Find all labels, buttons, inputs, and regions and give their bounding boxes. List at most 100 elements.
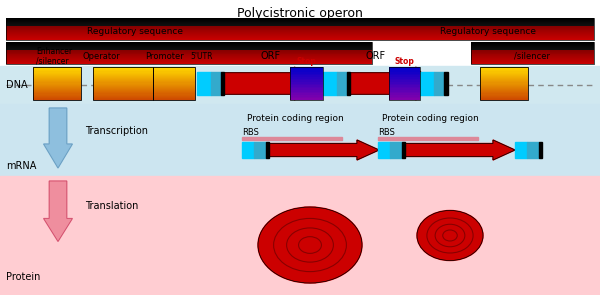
Bar — [480, 88, 528, 89]
Bar — [389, 94, 420, 95]
Bar — [6, 19, 594, 20]
Text: Transcription: Transcription — [85, 126, 148, 136]
Polygon shape — [44, 181, 73, 241]
Bar — [33, 87, 81, 88]
Bar — [480, 92, 528, 94]
Bar — [6, 47, 372, 48]
Bar — [390, 142, 402, 158]
Bar — [153, 67, 195, 68]
Bar — [290, 85, 323, 87]
Bar — [471, 57, 594, 58]
Bar — [6, 53, 372, 55]
Bar — [242, 137, 342, 140]
Bar — [153, 99, 195, 100]
Bar — [471, 44, 594, 45]
Bar — [6, 51, 372, 52]
Bar — [6, 62, 372, 63]
Bar — [33, 86, 81, 87]
Bar — [290, 82, 323, 83]
Bar — [153, 75, 195, 76]
Bar — [93, 97, 153, 98]
Bar — [6, 21, 594, 22]
Bar — [33, 78, 81, 79]
Bar — [6, 58, 372, 59]
Text: RBS: RBS — [378, 128, 395, 137]
Text: Stop: Stop — [296, 57, 317, 66]
Bar — [33, 67, 81, 100]
Bar — [153, 89, 195, 90]
Bar — [93, 82, 153, 83]
Bar — [93, 99, 153, 100]
Bar — [471, 50, 594, 51]
Bar — [6, 24, 594, 25]
Bar — [480, 67, 528, 68]
Bar — [290, 78, 323, 80]
Bar — [290, 92, 323, 94]
Bar — [93, 67, 153, 68]
Bar — [0, 66, 600, 104]
Bar — [153, 82, 195, 83]
Bar — [93, 83, 153, 85]
Bar — [153, 88, 195, 89]
Bar — [153, 80, 195, 81]
Bar — [33, 94, 81, 96]
Bar — [6, 50, 372, 51]
Bar — [93, 96, 153, 97]
Bar — [480, 96, 528, 97]
Bar — [33, 82, 81, 83]
Bar — [480, 67, 528, 100]
Bar — [480, 68, 528, 69]
Bar — [211, 72, 221, 95]
Bar — [6, 25, 594, 26]
Bar — [290, 77, 323, 78]
Ellipse shape — [258, 207, 362, 283]
Bar — [33, 98, 81, 99]
Bar — [33, 71, 81, 73]
Text: Promoter: Promoter — [145, 52, 184, 61]
Bar — [93, 76, 153, 77]
Bar — [434, 72, 444, 95]
Bar — [480, 90, 528, 91]
Text: /silencer: /silencer — [515, 52, 551, 61]
Text: Protein coding region: Protein coding region — [247, 114, 343, 123]
Bar — [153, 83, 195, 85]
Bar — [33, 88, 81, 89]
Bar — [471, 42, 594, 43]
Bar — [93, 79, 153, 80]
Bar — [480, 91, 528, 92]
Bar — [153, 94, 195, 96]
Bar — [33, 99, 81, 100]
Bar — [480, 99, 528, 100]
Bar — [6, 63, 372, 64]
Bar — [0, 176, 600, 295]
Polygon shape — [350, 67, 432, 100]
Bar — [153, 91, 195, 92]
Text: Enhancer
/silencer: Enhancer /silencer — [36, 47, 72, 66]
Bar — [480, 83, 528, 85]
Bar — [93, 86, 153, 87]
Bar — [6, 59, 372, 60]
Bar — [389, 83, 420, 85]
Bar — [93, 77, 153, 78]
Bar — [93, 69, 153, 70]
Bar — [93, 92, 153, 94]
Bar — [93, 75, 153, 76]
Bar — [480, 69, 528, 70]
Bar — [6, 29, 594, 30]
Bar — [471, 63, 594, 64]
Polygon shape — [269, 140, 379, 160]
Bar — [93, 88, 153, 89]
Bar — [378, 142, 390, 158]
Bar — [93, 71, 153, 73]
Bar — [6, 37, 594, 38]
Bar — [389, 75, 420, 77]
Bar — [480, 85, 528, 86]
Bar — [290, 70, 323, 72]
Bar — [33, 89, 81, 90]
Bar — [389, 67, 420, 69]
Bar — [153, 81, 195, 82]
Bar — [6, 49, 372, 50]
Bar — [378, 137, 478, 140]
Bar — [6, 34, 594, 35]
Bar — [33, 79, 81, 80]
